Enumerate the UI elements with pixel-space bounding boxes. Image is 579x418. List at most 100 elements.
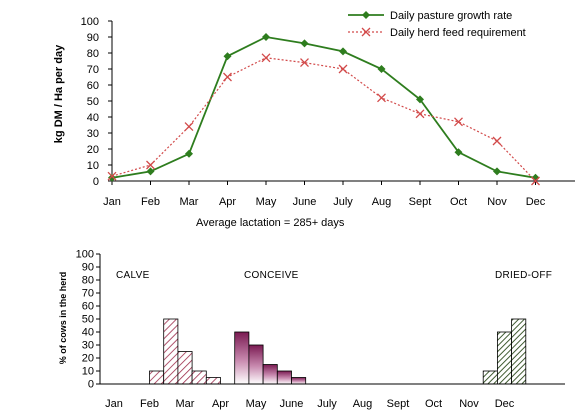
top-y-ticks: 0 10 20 30 40 50 60 70 80 90 100 (81, 16, 99, 188)
bottom-y-axis-label: % of cows in the herd (58, 272, 68, 365)
bar-conceive-3 (276, 370, 292, 385)
pasture-growth-point (185, 149, 193, 158)
bar-conceive-4 (291, 377, 307, 385)
pasture-growth-point (377, 65, 386, 73)
top-y-tick-label: 30 (87, 128, 99, 140)
bottom-y-tick-label: 30 (82, 340, 94, 352)
pasture-feed-line-chart: kg DM / Ha per day 0 10 20 30 40 50 60 70 80 90 10… (53, 10, 575, 229)
pasture-growth-point (416, 95, 424, 104)
bottom-month-label: Oct (425, 398, 442, 410)
top-x-ticks: Jan Feb Mar Apr May June July Aug Sept Oct Nov Dec (103, 196, 546, 208)
herd-feed-point (300, 58, 309, 68)
bar-dried-off-2 (511, 318, 527, 385)
bottom-month-label: Jan (105, 398, 123, 410)
pasture-growth-point (454, 148, 463, 157)
herd-feed-point (184, 122, 194, 132)
top-y-tick-label: 70 (87, 64, 99, 76)
bottom-y-tick-label: 40 (82, 327, 94, 339)
bottom-y-tick-label: 0 (88, 379, 94, 391)
top-y-tick-label: 10 (87, 160, 99, 172)
top-y-tick-label: 50 (87, 96, 99, 108)
top-month-label: Nov (487, 196, 507, 208)
top-y-tick-label: 0 (93, 176, 99, 188)
top-legend: Daily pasture growth rate Daily herd feed… (348, 10, 526, 39)
top-y-tick-label: 20 (87, 144, 99, 156)
pasture-growth-point (108, 173, 116, 182)
bottom-month-label: Apr (212, 398, 229, 410)
top-y-axis-label: kg DM / Ha per day (53, 44, 65, 143)
legend-x-marker (361, 27, 371, 37)
top-y-tick-label: 90 (87, 32, 99, 44)
bottom-y-tick-label: 70 (82, 288, 94, 300)
herd-feed-point (107, 171, 117, 181)
top-month-label: July (333, 196, 353, 208)
legend-label: Daily herd feed requirement (390, 27, 526, 39)
bottom-y-tick-label: 10 (82, 366, 94, 378)
bottom-month-label: Sept (387, 398, 410, 410)
herd-calendar-bar-chart: % of cows in the herd 010203040506070809… (58, 249, 565, 410)
top-month-label: Apr (219, 196, 236, 208)
bottom-x-ticks: Jan Feb Mar Apr May June July Aug Sept Oct Nov Dec (105, 398, 515, 410)
top-y-tick-label: 80 (87, 48, 99, 60)
pasture-growth-point (262, 33, 270, 41)
bottom-month-label: Feb (140, 398, 159, 410)
herd-feed-point (415, 109, 425, 119)
bottom-y-tick-label: 50 (82, 314, 94, 326)
bar-calve-2 (177, 351, 193, 385)
bottom-month-label: Mar (176, 398, 195, 410)
top-month-label: Oct (450, 196, 467, 208)
bar-calve-1 (163, 318, 179, 385)
phase-label-dried-off: DRIED-OFF (495, 270, 552, 281)
herd-feed-point (492, 136, 502, 146)
pasture-growth-point (223, 52, 232, 61)
bottom-month-label: Aug (353, 398, 373, 410)
top-month-label: Jan (103, 196, 121, 208)
bottom-y-tick-label: 100 (76, 249, 94, 261)
herd-feed-point (261, 53, 271, 63)
series-line-herd-feed (111, 57, 536, 182)
herd-feed-point (531, 176, 540, 186)
lactation-annotation: Average lactation = 285+ days (196, 217, 345, 229)
herd-feed-point (338, 64, 348, 74)
pasture-growth-point (300, 39, 309, 48)
bottom-month-label: Dec (495, 398, 515, 410)
phase-labels: CALVE CONCEIVE DRIED-OFF (116, 270, 552, 281)
series-line-pasture-growth (111, 36, 536, 179)
herd-feed-point (454, 117, 463, 127)
top-month-label: Feb (141, 196, 160, 208)
top-series-group (107, 33, 540, 186)
bar-calve-4 (205, 377, 221, 385)
bar-dried-off-0 (482, 370, 498, 385)
bottom-month-label: July (317, 398, 337, 410)
bottom-y-tick-label: 60 (82, 301, 94, 313)
top-y-tick-label: 100 (81, 16, 99, 28)
pasture-growth-point (146, 167, 155, 176)
top-axes (108, 20, 575, 185)
bottom-month-label: June (280, 398, 304, 410)
bottom-axes (96, 253, 565, 385)
bottom-y-tick-label: 80 (82, 275, 94, 287)
bar-conceive-2 (262, 364, 278, 385)
bar-dried-off-1 (496, 331, 512, 385)
bottom-month-label: May (246, 398, 267, 410)
top-month-label: Mar (180, 196, 199, 208)
bottom-month-label: Nov (459, 398, 479, 410)
top-y-tick-label: 40 (87, 112, 99, 124)
top-month-label: June (293, 196, 317, 208)
bar-conceive-1 (248, 344, 264, 385)
bar-calve-3 (191, 370, 207, 385)
bar-calve-0 (149, 370, 165, 385)
bottom-y-tick-label: 90 (82, 262, 94, 274)
legend-label: Daily pasture growth rate (390, 10, 512, 22)
top-month-label: Aug (372, 196, 392, 208)
herd-feed-point (377, 93, 386, 103)
top-month-label: May (256, 196, 277, 208)
bottom-bars-group (149, 318, 527, 385)
phase-label-calve: CALVE (116, 270, 150, 281)
legend-diamond-marker (362, 11, 370, 19)
herd-feed-point (223, 72, 232, 82)
top-month-label: Dec (526, 196, 546, 208)
top-month-label: Sept (409, 196, 432, 208)
